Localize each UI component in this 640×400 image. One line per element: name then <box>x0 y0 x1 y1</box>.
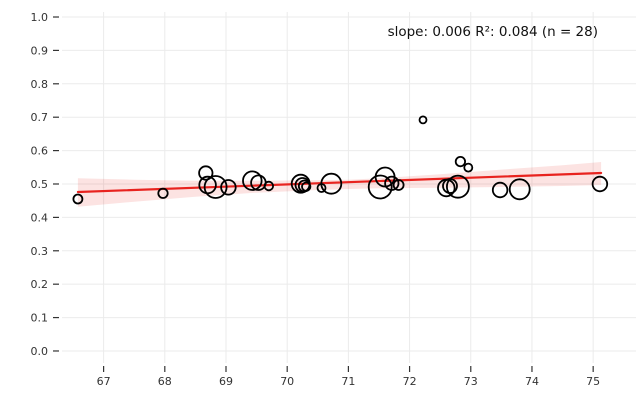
scatter-point <box>445 174 470 199</box>
x-tick-label: 70 <box>280 375 294 388</box>
y-tick-label: 0.0 <box>31 345 49 358</box>
data-points <box>72 115 609 205</box>
y-tick-label: 0.6 <box>31 145 49 158</box>
scatter-point <box>157 187 169 199</box>
axis-ticks: 0.0 0.1 0.2 0.3 0.4 0.5 0.6 0.7 0.8 0.9 1.0 67 68 69 7… <box>31 11 601 388</box>
x-tick-label: 68 <box>158 375 172 388</box>
scatter-point <box>198 165 214 181</box>
x-tick-label: 75 <box>586 375 600 388</box>
scatter-point <box>418 115 428 125</box>
confidence-band <box>77 162 602 207</box>
scatter-point <box>203 175 228 199</box>
x-tick-label: 74 <box>525 375 539 388</box>
stats-annotation: slope: 0.006 R²: 0.084 (n = 28) <box>388 24 598 40</box>
scatter-point <box>508 178 531 201</box>
scatter-point <box>242 170 263 191</box>
scatter-point <box>72 193 84 205</box>
x-tick-label: 69 <box>219 375 233 388</box>
x-tick-label: 72 <box>403 375 417 388</box>
scatter-point <box>320 172 343 195</box>
y-tick-label: 0.7 <box>31 111 49 124</box>
y-tick-label: 0.3 <box>31 245 49 258</box>
y-tick-label: 0.8 <box>31 78 49 91</box>
y-tick-label: 0.5 <box>31 178 49 191</box>
y-tick-label: 1.0 <box>31 11 49 24</box>
scatter-point <box>367 174 393 200</box>
confidence-band-area <box>77 162 602 207</box>
scatter-point <box>491 181 509 199</box>
y-tick-label: 0.2 <box>31 278 49 291</box>
scatter-point <box>454 156 466 168</box>
x-tick-label: 73 <box>464 375 478 388</box>
x-tick-label: 67 <box>97 375 111 388</box>
scatter-point <box>301 181 312 192</box>
scatter-point <box>392 179 405 191</box>
scatter-point <box>591 175 609 193</box>
scatter-point <box>384 175 400 191</box>
scatter-point <box>463 162 474 173</box>
scatter-point <box>263 180 275 192</box>
y-tick-label: 0.1 <box>31 312 49 325</box>
y-tick-label: 0.4 <box>31 211 49 224</box>
scatter-point <box>220 179 237 196</box>
y-tick-label: 0.9 <box>31 44 49 57</box>
x-tick-label: 71 <box>341 375 355 388</box>
